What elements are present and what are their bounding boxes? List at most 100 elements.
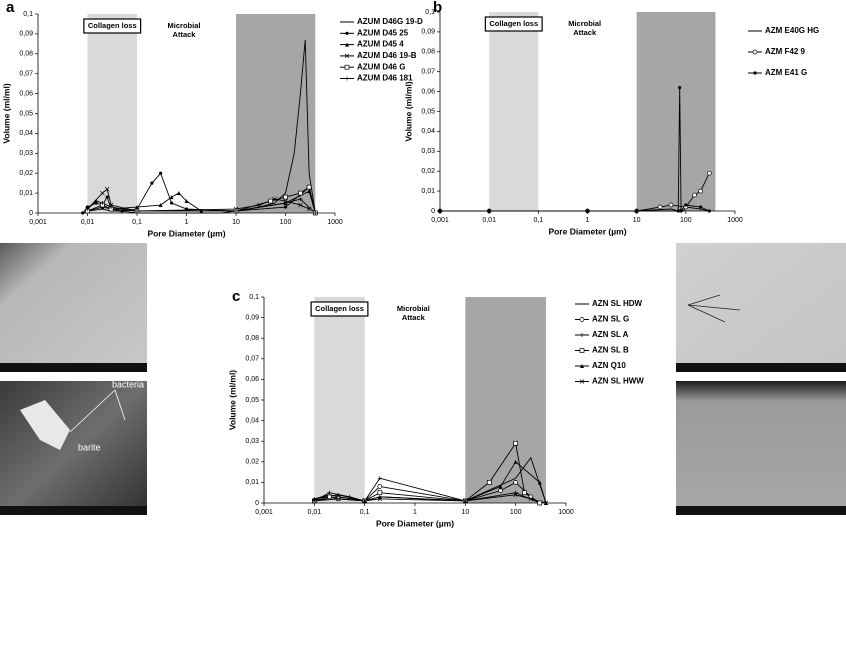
- data-point: [169, 195, 174, 200]
- micrograph: [0, 243, 147, 372]
- y-tick-label: 0,04: [245, 417, 259, 424]
- y-tick-label: 0,02: [245, 459, 259, 466]
- micrograph-caption-bar: [676, 363, 846, 372]
- data-point: [306, 206, 312, 212]
- data-point: [679, 209, 683, 213]
- x-tick-label: 100: [680, 217, 692, 224]
- data-point: [585, 209, 590, 213]
- x-tick-label: 10: [461, 509, 469, 516]
- series-line: [82, 172, 316, 214]
- panel-label: b: [433, 0, 442, 16]
- legend-label: AZM F42 9: [765, 47, 806, 56]
- data-point: [257, 202, 262, 208]
- y-tick-label: 0,03: [421, 148, 435, 155]
- data-point: [135, 205, 139, 210]
- pointer-arrow: [687, 294, 721, 306]
- region-label-box: [163, 19, 205, 42]
- x-tick-label: 0,01: [81, 219, 95, 226]
- y-axis-label: Volume (ml/ml): [403, 81, 413, 141]
- y-tick-label: 0,06: [19, 90, 33, 97]
- data-point: [678, 86, 682, 90]
- data-point: [699, 205, 703, 209]
- series-line: [314, 477, 540, 504]
- y-tick-label: 0,04: [19, 130, 33, 137]
- pointer-arrow: [687, 304, 741, 311]
- series-line: [314, 494, 547, 504]
- micrograph: [0, 381, 147, 515]
- data-point: [159, 171, 163, 175]
- x-tick-label: 1: [413, 509, 417, 516]
- region-label-box: [310, 301, 369, 317]
- x-tick-label: 1000: [558, 509, 574, 516]
- region-label-box: [564, 17, 606, 40]
- data-point: [692, 192, 697, 198]
- data-point: [336, 492, 341, 497]
- y-tick-label: 0,06: [421, 88, 435, 95]
- legend-label: AZN SL HWW: [592, 377, 644, 386]
- region-label: Microbial: [397, 304, 430, 313]
- legend-label: AZN SL HDW: [592, 299, 643, 308]
- legend-marker: [344, 53, 350, 59]
- data-point: [657, 204, 663, 210]
- micrograph-caption-bar: [0, 363, 147, 372]
- region-label: Attack: [402, 313, 426, 322]
- y-tick-label: 0,07: [421, 69, 435, 76]
- data-point: [298, 197, 303, 202]
- x-tick-label: 0,1: [533, 217, 543, 224]
- data-point: [438, 209, 442, 213]
- data-point: [377, 490, 383, 496]
- data-point: [298, 190, 303, 196]
- data-point: [100, 201, 105, 206]
- region-label: Collagen loss: [88, 21, 137, 30]
- data-point: [362, 498, 367, 504]
- data-point: [81, 211, 85, 215]
- legend-marker: [579, 379, 585, 384]
- y-tick-label: 0,05: [421, 108, 435, 115]
- legend-marker: [579, 317, 585, 322]
- legend-label: AZUM D46 19-B: [357, 51, 417, 60]
- micrograph-caption-bar: [0, 506, 147, 515]
- data-point: [109, 205, 114, 210]
- region-label: Attack: [173, 30, 197, 39]
- legend-marker: [345, 31, 349, 35]
- data-point: [135, 209, 139, 214]
- y-tick-label: 0,03: [245, 438, 259, 445]
- x-tick-label: 0,01: [482, 217, 496, 224]
- data-point: [104, 186, 110, 192]
- y-tick-label: 0,07: [245, 356, 259, 363]
- data-point: [120, 209, 124, 213]
- x-tick-label: 1: [185, 219, 189, 226]
- panel-label: a: [6, 0, 15, 16]
- data-point: [513, 459, 518, 464]
- y-tick-label: 0,05: [19, 110, 33, 117]
- y-tick-label: 0,05: [245, 397, 259, 404]
- data-point: [684, 203, 688, 207]
- y-tick-label: 0,02: [421, 168, 435, 175]
- y-tick-label: 0,1: [23, 11, 33, 18]
- x-axis-label: Pore Diameter (µm): [376, 518, 454, 528]
- data-point: [347, 494, 352, 499]
- barite-crystal: [20, 400, 70, 450]
- legend-label: AZUM D46G 19-D: [357, 17, 423, 26]
- data-point: [105, 195, 109, 199]
- data-point: [313, 211, 318, 215]
- data-point: [306, 184, 312, 190]
- y-tick-label: 0,08: [421, 49, 435, 56]
- data-point: [513, 490, 518, 495]
- data-point: [307, 189, 312, 194]
- data-point: [486, 480, 492, 485]
- data-point: [635, 209, 639, 213]
- x-tick-label: 100: [280, 219, 292, 226]
- x-axis-label: Pore Diameter (µm): [147, 228, 225, 238]
- micrograph: [676, 381, 846, 515]
- data-point: [158, 203, 163, 208]
- y-tick-label: 0,06: [245, 376, 259, 383]
- data-point: [283, 201, 288, 206]
- data-point: [169, 201, 174, 205]
- y-tick-label: 0,1: [425, 9, 435, 16]
- legend-marker: [752, 49, 758, 55]
- y-tick-label: 0,09: [19, 31, 33, 38]
